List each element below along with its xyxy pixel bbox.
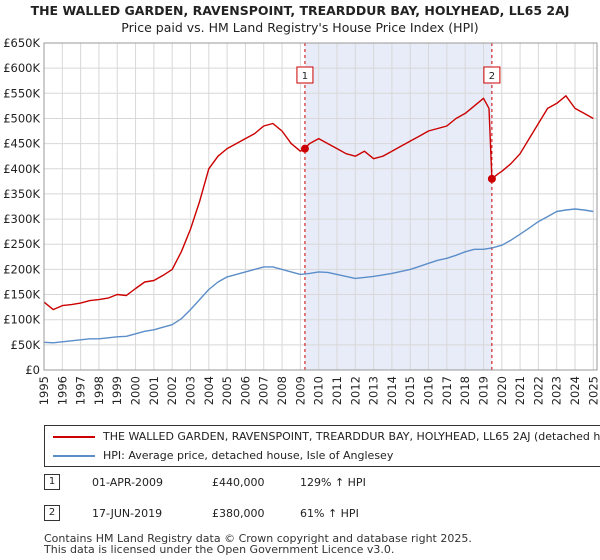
x-tick-label: 2009 — [293, 376, 307, 405]
sale-label-box — [483, 66, 501, 84]
y-tick-label: £300K — [3, 212, 40, 226]
sale-point — [300, 144, 309, 153]
y-tick-label: £400K — [3, 162, 40, 176]
x-tick-label: 2006 — [238, 376, 252, 405]
x-tick-label: 2007 — [257, 376, 271, 405]
x-axis-ticks: 1995 1996 1997 1998 1999 2000 2001 2002 2003 2004… — [37, 376, 600, 405]
y-tick-label: £100K — [3, 313, 40, 327]
chart-subtitle: Price paid vs. HM Land Registry's House … — [121, 20, 479, 35]
y-tick-label: £350K — [3, 187, 40, 201]
y-tick-label: £650K — [3, 36, 40, 50]
chart-title: THE WALLED GARDEN, RAVENSPOINT, TREARDDU… — [30, 3, 570, 18]
x-tick-label: 1995 — [37, 376, 51, 405]
x-tick-label: 2014 — [385, 376, 399, 405]
legend-label-property: THE WALLED GARDEN, RAVENSPOINT, TREARDDU… — [103, 430, 600, 443]
grid-lines — [43, 42, 597, 371]
x-tick-label: 2004 — [202, 376, 216, 405]
x-tick-label: 2005 — [220, 376, 234, 405]
y-tick-label: £500K — [3, 111, 40, 125]
transaction-price: £440,000 — [212, 476, 265, 489]
x-tick-label: 2010 — [312, 376, 326, 405]
x-tick-label: 2013 — [367, 376, 381, 405]
sale-point — [487, 174, 496, 183]
legend-swatch-hpi — [53, 455, 95, 457]
x-tick-label: 2008 — [275, 376, 289, 405]
x-tick-label: 2022 — [531, 376, 545, 405]
x-tick-label: 1998 — [92, 376, 106, 405]
x-tick-label: 2021 — [513, 376, 527, 405]
x-tick-label: 1999 — [110, 376, 124, 405]
y-tick-label: £0 — [25, 363, 40, 377]
x-tick-label: 1996 — [55, 376, 69, 405]
y-tick-label: £550K — [3, 86, 40, 100]
x-tick-label: 2017 — [440, 376, 454, 405]
x-tick-label: 2003 — [183, 376, 197, 405]
x-tick-label: 2025 — [586, 376, 600, 405]
x-tick-label: 2023 — [550, 376, 564, 405]
x-tick-label: 2019 — [476, 376, 490, 405]
y-axis-ticks: £0 £50K £100K £150K £200K £250K £300K £350K £400… — [3, 36, 40, 377]
ownership-shaded-region — [304, 43, 492, 370]
x-tick-label: 2016 — [422, 376, 436, 405]
price-chart: £0 £50K £100K £150K £200K £250K £300K £350K £400… — [3, 36, 600, 405]
x-tick-label: 2011 — [330, 376, 344, 405]
transaction-hpi-change: 61% ↑ HPI — [300, 507, 359, 520]
x-tick-label: 2024 — [568, 376, 582, 405]
sale-label-box — [296, 66, 314, 84]
x-tick-label: 2000 — [129, 376, 143, 405]
y-tick-label: £200K — [3, 262, 40, 276]
footer-copyright: Contains HM Land Registry data © Crown c… — [44, 532, 472, 545]
sale-marker-lines — [304, 43, 493, 370]
transaction-hpi-change: 129% ↑ HPI — [300, 476, 366, 489]
y-tick-label: £250K — [3, 237, 40, 251]
y-tick-label: £150K — [3, 288, 40, 302]
transaction-date: 17-JUN-2019 — [92, 507, 163, 520]
transaction-row: 1 01-APR-2009 £440,000 129% ↑ HPI — [0, 474, 600, 496]
transaction-number-badge: 1 — [44, 474, 60, 490]
y-tick-label: £450K — [3, 137, 40, 151]
legend-swatch-property — [53, 436, 95, 438]
x-tick-label: 2001 — [147, 376, 161, 405]
legend: THE WALLED GARDEN, RAVENSPOINT, TREARDDU… — [44, 425, 600, 467]
x-tick-label: 2020 — [495, 376, 509, 405]
transaction-number-badge: 2 — [44, 505, 60, 521]
property-price-line — [43, 95, 594, 311]
series-lines — [43, 95, 594, 344]
plot-border — [43, 42, 598, 371]
transaction-date: 01-APR-2009 — [92, 476, 164, 489]
x-tick-label: 2012 — [348, 376, 362, 405]
x-tick-label: 2018 — [458, 376, 472, 405]
transaction-price: £380,000 — [212, 507, 265, 520]
hpi-line — [43, 208, 594, 344]
footer-licence: This data is licensed under the Open Gov… — [44, 543, 395, 556]
legend-label-hpi: HPI: Average price, detached house, Isle… — [103, 449, 394, 462]
y-tick-label: £50K — [11, 338, 41, 352]
x-tick-label: 1997 — [74, 376, 88, 405]
sale-label-number: 2 — [489, 71, 495, 82]
y-tick-label: £600K — [3, 61, 40, 75]
x-tick-label: 2015 — [403, 376, 417, 405]
sale-label-number: 1 — [302, 71, 308, 82]
transaction-row: 2 17-JUN-2019 £380,000 61% ↑ HPI — [0, 505, 600, 527]
x-tick-label: 2002 — [165, 376, 179, 405]
